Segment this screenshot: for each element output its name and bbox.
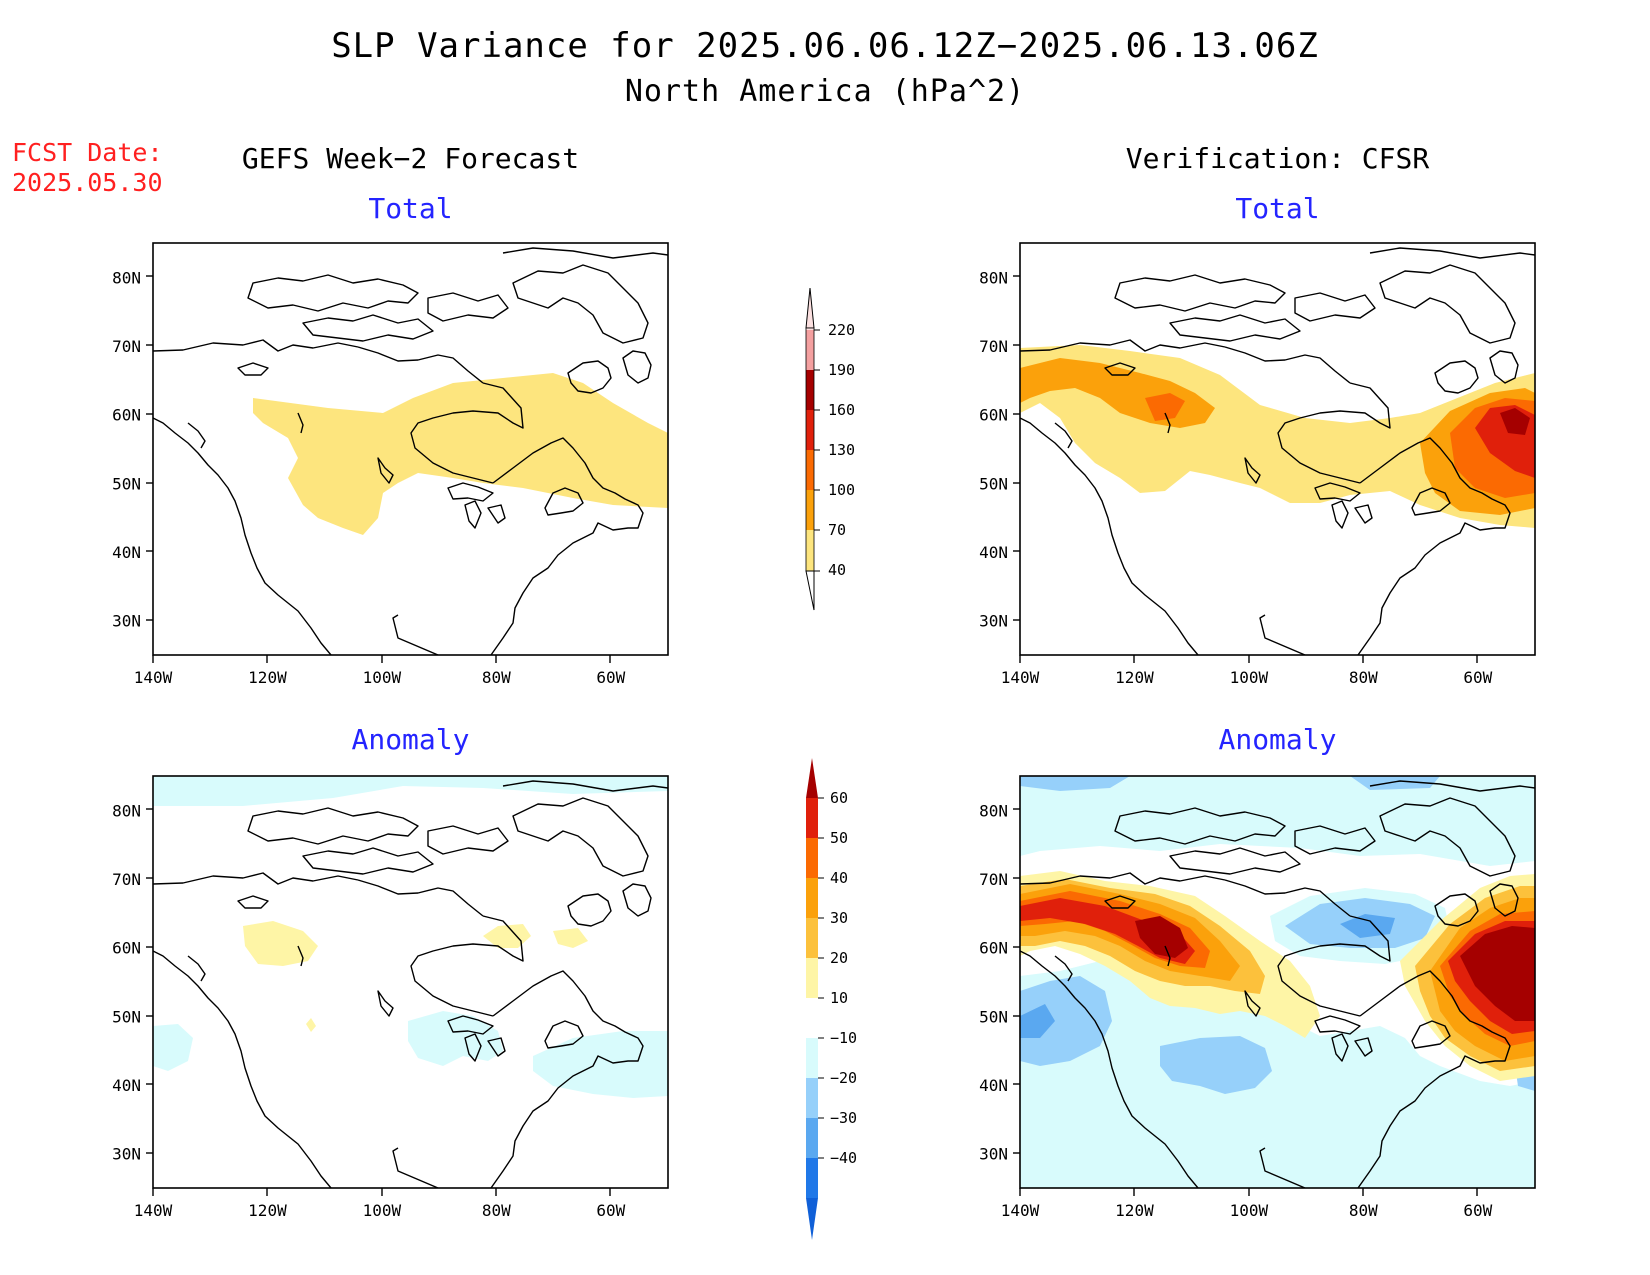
main-title: SLP Variance for 2025.06.06.12Z−2025.06.…	[331, 26, 1319, 66]
lat-tick-label-verification-total: 50N	[979, 474, 1008, 493]
lat-tick-label-forecast-anomaly: 30N	[112, 1145, 141, 1164]
lat-tick-label-forecast-anomaly: 50N	[112, 1007, 141, 1026]
lon-tick-label-forecast-anomaly: 120W	[248, 1201, 287, 1220]
lat-tick-label-forecast-total: 60N	[112, 406, 141, 425]
colorbar-anomaly-label-neg30: −30	[830, 1109, 857, 1127]
colorbar-total: 40 70 100 130 160 190 220	[805, 287, 855, 611]
colorbar-anomaly-label-60: 60	[830, 789, 848, 807]
lat-tick-label-forecast-total: 30N	[112, 612, 141, 631]
lat-tick-label-forecast-anomaly: 60N	[112, 939, 141, 958]
lat-tick-label-verification-total: 30N	[979, 612, 1008, 631]
lat-tick-label-verification-total: 60N	[979, 406, 1008, 425]
lon-tick-label-forecast-total: 80W	[482, 668, 511, 687]
colorbar-total-label-220: 220	[828, 321, 855, 339]
lat-tick-label-forecast-total: 40N	[112, 543, 141, 562]
map-verification-total	[1012, 242, 1536, 664]
colorbar-anomaly-label-20: 20	[830, 949, 848, 967]
lon-tick-label-forecast-anomaly: 100W	[363, 1201, 402, 1220]
colorbar-anomaly-label-neg20: −20	[830, 1069, 857, 1087]
column-title-verification: Verification: CFSR	[1125, 142, 1430, 175]
fcst-date-label: FCST Date:	[12, 138, 163, 167]
colorbar-anomaly-label-30: 30	[830, 909, 848, 927]
colorbar-anomaly-label-neg40: −40	[830, 1149, 857, 1167]
fcst-date-value: 2025.05.30	[12, 168, 163, 197]
subtitle: North America (hPa^2)	[624, 74, 1026, 109]
panel-title-forecast-total: Total	[368, 192, 453, 225]
colorbar-total-label-160: 160	[828, 401, 855, 419]
lon-tick-label-forecast-total: 120W	[248, 668, 287, 687]
lat-tick-label-verification-total: 40N	[979, 543, 1008, 562]
colorbar-anomaly: 60 50 40 30 20 10 −10 −20 −30 −40	[806, 758, 857, 1240]
lon-tick-label-verification-total: 100W	[1230, 668, 1269, 687]
panel-title-verification-total: Total	[1235, 192, 1320, 225]
lat-tick-label-forecast-anomaly: 40N	[112, 1076, 141, 1095]
map-forecast-total	[145, 242, 669, 664]
lat-tick-label-forecast-total: 50N	[112, 474, 141, 493]
lat-tick-label-verification-anomaly: 50N	[979, 1007, 1008, 1026]
lon-tick-label-verification-anomaly: 120W	[1115, 1201, 1154, 1220]
lon-tick-label-verification-anomaly: 80W	[1349, 1201, 1378, 1220]
lon-tick-label-forecast-total: 100W	[363, 668, 402, 687]
colorbar-total-label-40: 40	[828, 561, 846, 579]
lon-tick-label-verification-total: 120W	[1115, 668, 1154, 687]
lon-tick-label-verification-anomaly: 60W	[1463, 1201, 1492, 1220]
lon-tick-label-forecast-total: 60W	[596, 668, 625, 687]
lat-tick-label-forecast-anomaly: 70N	[112, 870, 141, 889]
lat-tick-label-verification-total: 80N	[979, 268, 1008, 287]
colorbar-anomaly-label-10: 10	[830, 989, 848, 1007]
colorbar-anomaly-label-50: 50	[830, 829, 848, 847]
colorbar-total-label-190: 190	[828, 361, 855, 379]
colorbar-total-label-130: 130	[828, 441, 855, 459]
lat-tick-label-forecast-total: 70N	[112, 337, 141, 356]
lat-tick-label-verification-anomaly: 30N	[979, 1145, 1008, 1164]
lat-tick-label-verification-anomaly: 60N	[979, 939, 1008, 958]
lon-tick-label-forecast-anomaly: 60W	[596, 1201, 625, 1220]
colorbar-anomaly-label-neg10: −10	[830, 1029, 857, 1047]
column-title-forecast: GEFS Week−2 Forecast	[241, 142, 580, 175]
map-forecast-anomaly	[145, 775, 669, 1197]
lat-tick-label-verification-anomaly: 70N	[979, 870, 1008, 889]
lon-tick-label-verification-total: 80W	[1349, 668, 1378, 687]
map-verification-anomaly	[1012, 775, 1536, 1197]
colorbar-anomaly-label-40: 40	[830, 869, 848, 887]
lon-tick-label-forecast-total: 140W	[134, 668, 173, 687]
lon-tick-label-forecast-anomaly: 140W	[134, 1201, 173, 1220]
lon-tick-label-verification-anomaly: 100W	[1230, 1201, 1269, 1220]
colorbar-total-label-100: 100	[828, 481, 855, 499]
lat-tick-label-verification-total: 70N	[979, 337, 1008, 356]
lon-tick-label-verification-anomaly: 140W	[1001, 1201, 1040, 1220]
colorbar-total-label-70: 70	[828, 521, 846, 539]
lat-tick-label-verification-anomaly: 40N	[979, 1076, 1008, 1095]
lat-tick-label-forecast-anomaly: 80N	[112, 801, 141, 820]
lat-tick-label-verification-anomaly: 80N	[979, 801, 1008, 820]
lon-tick-label-forecast-anomaly: 80W	[482, 1201, 511, 1220]
panel-title-verification-anomaly: Anomaly	[1218, 723, 1337, 756]
lon-tick-label-verification-total: 140W	[1001, 668, 1040, 687]
lon-tick-label-verification-total: 60W	[1463, 668, 1492, 687]
panel-title-forecast-anomaly: Anomaly	[351, 723, 470, 756]
lat-tick-label-forecast-total: 80N	[112, 268, 141, 287]
